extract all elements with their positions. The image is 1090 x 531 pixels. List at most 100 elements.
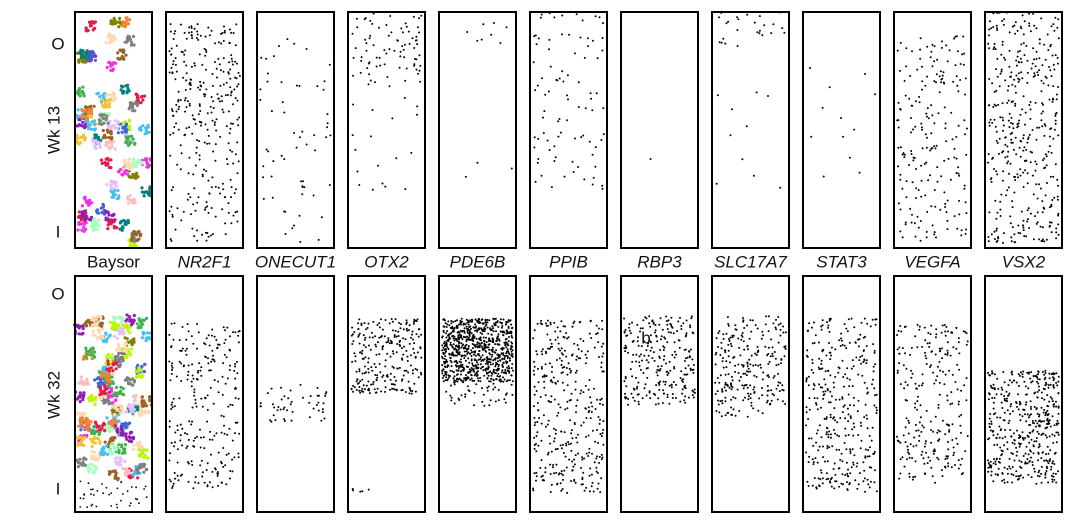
dot bbox=[380, 318, 382, 321]
dot bbox=[448, 324, 451, 327]
dot bbox=[295, 146, 298, 149]
dot bbox=[559, 330, 562, 333]
cell-dot bbox=[84, 60, 88, 64]
dot bbox=[187, 438, 190, 441]
dot bbox=[549, 323, 552, 326]
dot bbox=[589, 319, 592, 322]
dot bbox=[188, 420, 191, 423]
cell-dot bbox=[148, 395, 152, 399]
dot bbox=[175, 122, 178, 125]
cell-dot bbox=[106, 98, 110, 102]
dot bbox=[493, 351, 496, 354]
cell-dot bbox=[110, 353, 114, 357]
dot bbox=[499, 359, 502, 362]
cell-dot bbox=[79, 375, 83, 379]
dot bbox=[537, 409, 540, 412]
dot bbox=[595, 324, 598, 327]
panel bbox=[529, 275, 608, 513]
dot bbox=[542, 132, 545, 135]
cell-dot bbox=[93, 219, 97, 223]
dot bbox=[205, 68, 207, 71]
dot bbox=[586, 350, 589, 353]
cell-dot bbox=[111, 192, 115, 196]
dot bbox=[782, 389, 785, 392]
dot bbox=[866, 478, 869, 481]
cell-dot bbox=[111, 469, 115, 473]
dot bbox=[172, 63, 175, 66]
cell-dot bbox=[123, 342, 127, 346]
dot bbox=[590, 97, 593, 100]
dot bbox=[283, 158, 286, 161]
dot bbox=[629, 368, 632, 371]
cell-dot bbox=[93, 26, 97, 30]
dot bbox=[484, 368, 487, 371]
dot bbox=[473, 374, 476, 377]
dot bbox=[298, 214, 301, 217]
dot bbox=[266, 392, 269, 395]
dot bbox=[570, 449, 573, 452]
dot bbox=[560, 347, 563, 350]
dot bbox=[532, 369, 535, 372]
dot bbox=[413, 63, 416, 66]
dot bbox=[632, 396, 635, 399]
dot bbox=[550, 379, 553, 382]
dot bbox=[540, 367, 543, 370]
dot bbox=[193, 187, 196, 190]
dot bbox=[679, 316, 681, 319]
dot bbox=[532, 405, 535, 408]
dot bbox=[450, 396, 453, 399]
dot bbox=[596, 472, 599, 474]
cell-dot bbox=[96, 315, 100, 319]
dot bbox=[225, 158, 228, 160]
dot bbox=[411, 369, 414, 372]
dot bbox=[784, 331, 787, 334]
dot bbox=[205, 469, 208, 471]
dot bbox=[601, 432, 604, 435]
cell-dot bbox=[128, 193, 132, 198]
dot bbox=[577, 348, 580, 351]
dot bbox=[574, 481, 577, 484]
dot bbox=[217, 451, 220, 454]
dot bbox=[496, 375, 499, 377]
dot bbox=[457, 353, 459, 356]
dot bbox=[566, 384, 569, 387]
dot bbox=[416, 105, 419, 108]
dot bbox=[222, 465, 225, 468]
dot bbox=[505, 372, 507, 375]
dot bbox=[461, 338, 464, 341]
dot bbox=[585, 435, 587, 438]
dot bbox=[316, 386, 319, 389]
dot bbox=[840, 117, 842, 119]
dot bbox=[464, 395, 467, 398]
dot bbox=[202, 81, 205, 84]
dot bbox=[270, 420, 273, 423]
dot bbox=[227, 142, 230, 145]
dot bbox=[585, 486, 588, 489]
cell-dot bbox=[118, 360, 122, 364]
dot bbox=[455, 373, 458, 376]
dot bbox=[767, 363, 770, 365]
dot bbox=[717, 345, 719, 348]
cell-dot bbox=[94, 146, 98, 150]
dot bbox=[385, 341, 388, 344]
cell-dot bbox=[125, 91, 129, 95]
dot bbox=[542, 414, 545, 417]
cell-dot bbox=[143, 158, 147, 162]
dot bbox=[363, 338, 366, 341]
panel bbox=[347, 11, 426, 249]
dot bbox=[623, 330, 626, 333]
cell-dot bbox=[126, 218, 130, 223]
dot bbox=[200, 124, 202, 127]
dot bbox=[444, 360, 447, 363]
dot bbox=[670, 316, 673, 319]
cell-dot bbox=[142, 399, 146, 403]
cell-dot bbox=[84, 50, 88, 54]
cell-dot bbox=[142, 318, 146, 322]
dot bbox=[558, 77, 561, 80]
dot bbox=[221, 375, 224, 378]
dot bbox=[395, 379, 397, 382]
dot bbox=[871, 383, 873, 386]
cell-dot bbox=[104, 41, 108, 45]
dot bbox=[309, 395, 312, 398]
dot bbox=[773, 351, 776, 353]
